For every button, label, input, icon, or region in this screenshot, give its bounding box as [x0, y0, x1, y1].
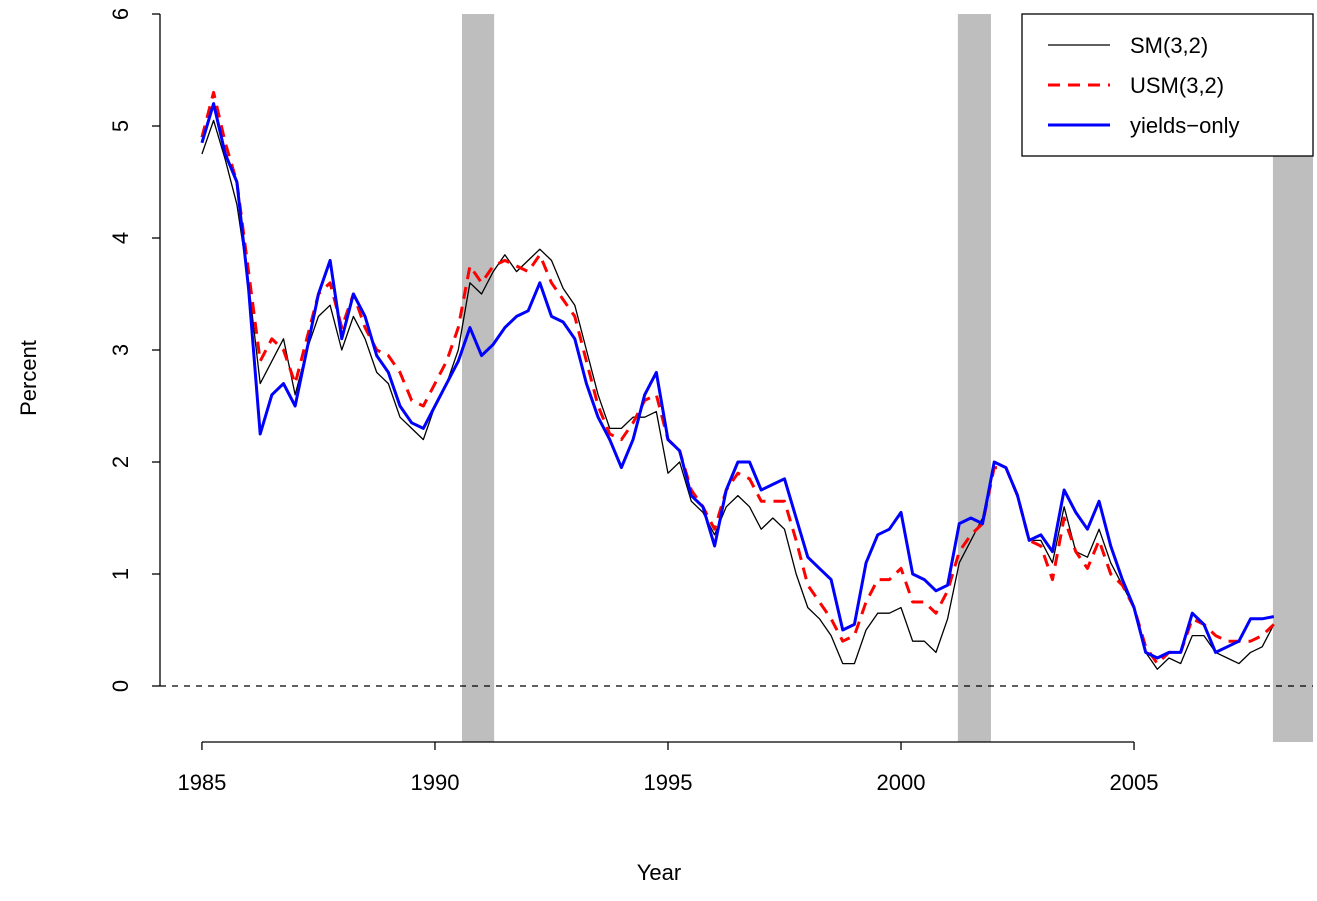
- y-tick-label: 4: [108, 232, 133, 244]
- x-tick-label: 2000: [877, 770, 926, 795]
- series-line: [200, 90, 1275, 666]
- y-tick-label: 1: [108, 568, 133, 580]
- y-tick-label: 5: [108, 120, 133, 132]
- legend-label: yields−only: [1130, 113, 1239, 138]
- y-axis-title: Percent: [16, 340, 41, 416]
- x-axis-title: Year: [637, 860, 681, 885]
- series-line: [200, 102, 1275, 660]
- shaded-period: [461, 14, 495, 742]
- series-line: [201, 119, 1275, 670]
- y-tick-label: 0: [108, 680, 133, 692]
- y-tick-label: 2: [108, 456, 133, 468]
- x-tick-label: 1995: [644, 770, 693, 795]
- x-tick-label: 1990: [410, 770, 459, 795]
- y-tick-label: 3: [108, 344, 133, 356]
- x-tick-label: 1985: [177, 770, 226, 795]
- shaded-period: [957, 14, 991, 742]
- legend-label: SM(3,2): [1130, 33, 1208, 58]
- y-tick-label: 6: [108, 8, 133, 20]
- legend-label: USM(3,2): [1130, 73, 1224, 98]
- x-tick-label: 2005: [1110, 770, 1159, 795]
